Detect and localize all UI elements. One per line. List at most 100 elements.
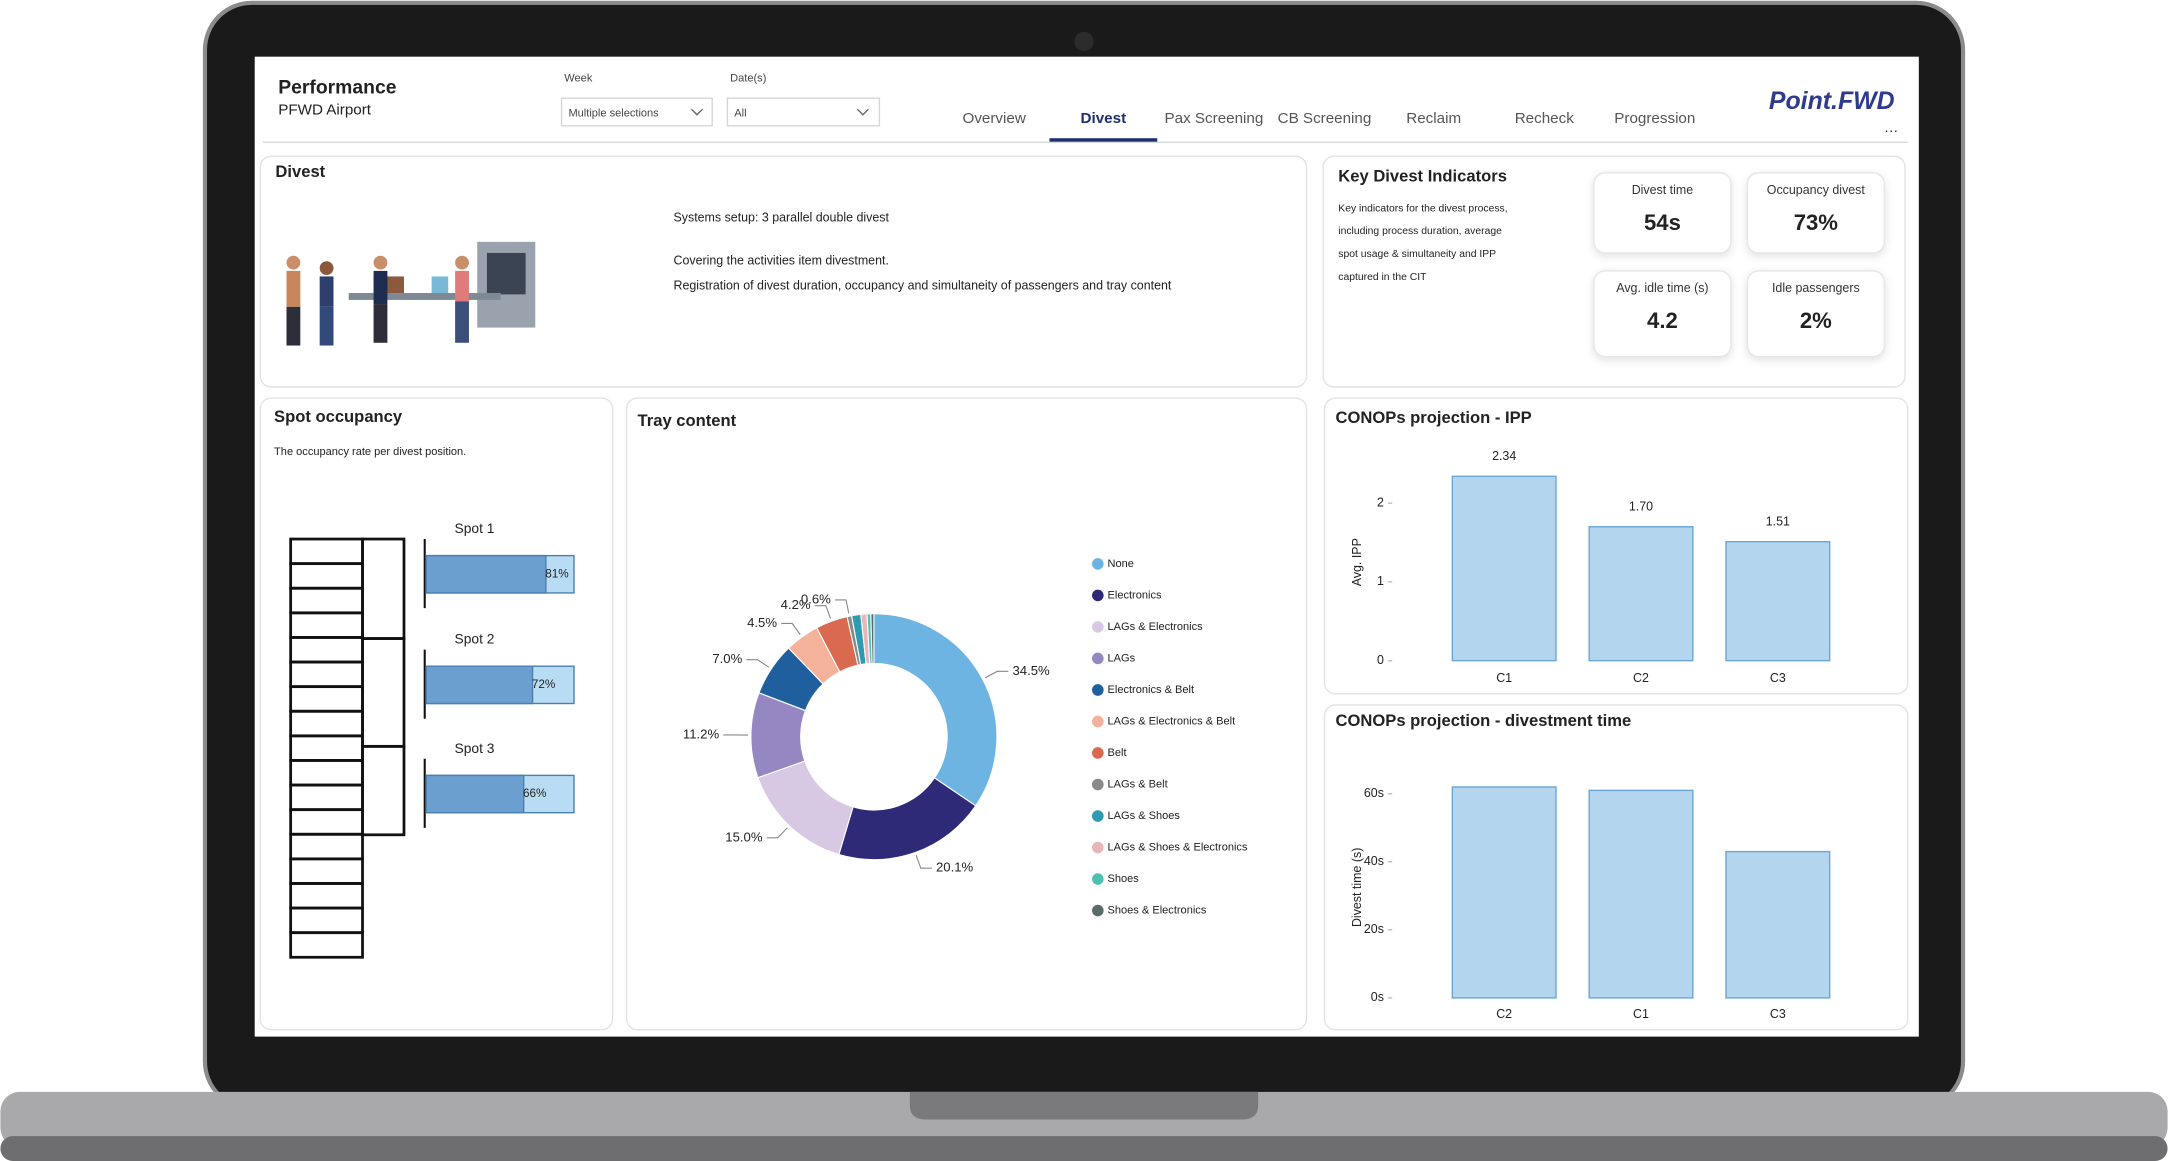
brand-logo: Point.FWD [1769, 87, 1895, 115]
legend-label: Electronics & Belt [1107, 684, 1194, 696]
panel-title: Tray content [638, 411, 737, 430]
legend-label: LAGs & Electronics [1107, 621, 1203, 633]
y-tick-label: 0 [1377, 653, 1384, 667]
panel [259, 155, 1308, 388]
nav-tab[interactable]: Overview [963, 110, 1026, 127]
legend-swatch [1092, 904, 1104, 917]
schematic-cell [289, 931, 364, 959]
x-tick-label: C2 [1633, 671, 1649, 685]
legend-label: None [1107, 558, 1133, 570]
y-tick-label: 60s [1364, 786, 1384, 800]
legend-label: Electronics [1107, 589, 1162, 601]
filter-value: All [734, 107, 746, 119]
kpi-label: Avg. idle time (s) [1616, 281, 1708, 295]
kpi-value: 54s [1644, 210, 1681, 235]
kpi-value: 2% [1800, 308, 1832, 333]
laptop-base-edge [0, 1136, 2168, 1161]
legend-label: Shoes & Electronics [1107, 904, 1206, 916]
leader-line [915, 854, 932, 869]
y-tick-label: 20s [1364, 922, 1384, 936]
legend-swatch [1092, 621, 1104, 633]
schematic-block [361, 744, 406, 837]
bar-category-label: Spot 1 [455, 520, 495, 536]
data-label: 81% [545, 567, 569, 580]
legend-swatch [1092, 684, 1104, 696]
data-label: 66% [523, 787, 547, 800]
legend-swatch [1092, 841, 1104, 854]
y-tick-label: 0s [1371, 990, 1384, 1004]
panel-text: Systems setup: 3 parallel double divest [674, 211, 890, 225]
legend-label: LAGs & Shoes [1107, 810, 1180, 822]
donut-slice [873, 613, 998, 807]
data-label: 7.0% [712, 651, 742, 666]
filter-value: Multiple selections [568, 107, 659, 119]
panel-text: Key indicators for the divest process, [1338, 203, 1507, 214]
nav-tab[interactable]: Progression [1614, 110, 1695, 127]
data-label: 4.5% [747, 615, 777, 630]
bar [425, 665, 534, 705]
bar-category-label: Spot 3 [455, 740, 495, 756]
x-tick-label: C3 [1770, 671, 1786, 685]
legend-swatch [1092, 589, 1104, 602]
data-label: 1.70 [1629, 500, 1653, 514]
x-tick-label: C1 [1633, 1007, 1649, 1021]
kpi-card [1593, 172, 1732, 254]
panel-subtitle: The occupancy rate per divest position. [274, 446, 466, 458]
leader-line [984, 670, 1009, 679]
leader-line [781, 622, 801, 636]
data-label: 4.2% [781, 597, 811, 612]
panel-title: CONOPs projection - divestment time [1336, 711, 1632, 730]
nav-tab[interactable]: Divest [1081, 110, 1127, 127]
legend-swatch [1092, 558, 1104, 570]
page-title: Performance [278, 77, 397, 99]
x-tick-label: C2 [1496, 1007, 1512, 1021]
filter-dropdown[interactable] [726, 97, 881, 127]
panel-title: CONOPs projection - IPP [1336, 408, 1532, 427]
y-tick-label: 2 [1377, 495, 1384, 509]
bar [1451, 786, 1557, 999]
illustration [286, 241, 536, 346]
bar [425, 554, 547, 594]
bar [1725, 850, 1831, 999]
filter-dropdown[interactable] [560, 97, 713, 127]
bar [1588, 526, 1694, 662]
panel-text: including process duration, average [1338, 226, 1502, 237]
panel-text: Registration of divest duration, occupan… [674, 278, 1172, 292]
data-label: 0.6% [801, 591, 831, 606]
page-subtitle: PFWD Airport [278, 102, 372, 119]
panel-title: Key Divest Indicators [1338, 166, 1507, 185]
y-tick-label: 1 [1377, 574, 1384, 588]
legend-swatch [1092, 747, 1104, 759]
y-tick-label: 40s [1364, 854, 1384, 868]
x-tick-label: C3 [1770, 1007, 1786, 1021]
leader-line [834, 599, 850, 614]
nav-tab[interactable]: Recheck [1515, 110, 1574, 127]
panel-text: spot usage & simultaneity and IPP [1338, 249, 1496, 260]
bar [425, 774, 525, 814]
bar [1725, 541, 1831, 662]
data-label: 15.0% [725, 829, 763, 844]
filter-label: Date(s) [730, 73, 766, 85]
legend-swatch [1092, 652, 1104, 665]
kpi-card [1746, 270, 1885, 358]
legend-label: LAGs & Electronics & Belt [1107, 715, 1235, 727]
legend-label: LAGs [1107, 652, 1135, 664]
camera [1074, 31, 1094, 52]
laptop-notch [909, 1091, 1259, 1120]
kpi-card [1746, 172, 1885, 254]
nav-tab[interactable]: Reclaim [1406, 110, 1461, 127]
active-tab-underline [1049, 138, 1158, 142]
data-label: 1.51 [1766, 515, 1790, 529]
more-menu[interactable]: ··· [1884, 122, 1898, 138]
kpi-card [1593, 270, 1732, 358]
data-label: 2.34 [1492, 449, 1516, 463]
kpi-value: 4.2 [1647, 308, 1678, 333]
legend-swatch [1092, 873, 1104, 885]
bar [1451, 475, 1557, 662]
panel-title: Spot occupancy [274, 407, 403, 426]
nav-tab[interactable]: CB Screening [1278, 110, 1372, 127]
bar [1588, 789, 1694, 999]
nav-tab[interactable]: Pax Screening [1165, 110, 1264, 127]
